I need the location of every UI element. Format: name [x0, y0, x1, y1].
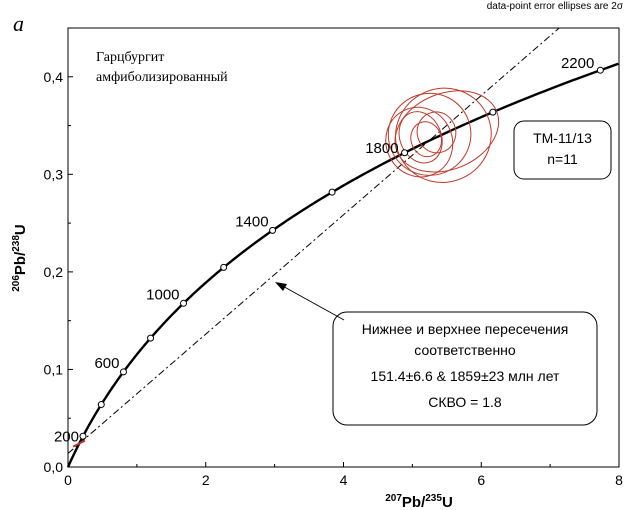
x-tick-label: 8 — [615, 472, 623, 488]
age-marker — [489, 108, 497, 116]
labels-layer: 0 2 4 6 8 0,0 0,1 0,2 0,3 0,4 200 600 1000 1400 1800 22… — [44, 55, 624, 488]
age-label: 1000 — [146, 286, 179, 303]
age-marker — [220, 263, 228, 271]
error-ellipse — [385, 106, 454, 178]
age-marker — [269, 226, 277, 234]
age-label: 600 — [94, 355, 119, 372]
error-ellipse — [387, 92, 472, 176]
result-line-1: Нижнее и верхнее пересечения — [362, 321, 569, 337]
age-markers-layer — [79, 66, 604, 440]
age-marker — [79, 432, 87, 440]
x-axis-u: U — [442, 494, 453, 510]
rock-label-line2: амфиболизированный — [96, 70, 228, 85]
result-line-2: соответственно — [414, 342, 516, 358]
error-ellipse-note: data-point error ellipses are 2σ — [487, 1, 624, 12]
discordia-line — [67, 27, 560, 454]
annotation-arrowhead — [275, 282, 287, 291]
result-line-4: СКВО = 1.8 — [428, 394, 502, 410]
x-tick-label: 0 — [64, 472, 72, 488]
error-ellipse — [398, 111, 443, 164]
y-axis-title: 206Pb/238U — [11, 224, 29, 292]
sample-count-text: n=11 — [547, 151, 578, 167]
sample-id-box — [513, 120, 612, 180]
age-marker — [147, 334, 155, 342]
panel-letter: a — [13, 11, 24, 36]
age-marker — [401, 149, 409, 157]
age-marker — [180, 299, 188, 307]
y-tick-label: 0,1 — [44, 361, 64, 377]
y-axis-u: U — [12, 224, 29, 235]
error-ellipse — [394, 90, 500, 173]
concordia-curve — [66, 62, 619, 468]
rock-label-line1: Гарцбургит — [96, 50, 164, 65]
age-marker — [596, 66, 604, 74]
error-ellipse — [394, 87, 492, 183]
age-marker — [328, 188, 336, 196]
error-ellipses-layer — [72, 87, 500, 448]
y-tick-label: 0,3 — [44, 166, 64, 182]
sample-id-text: ТМ-11/13 — [533, 130, 592, 146]
x-tick-label: 6 — [477, 472, 485, 488]
curves-layer — [66, 27, 619, 468]
error-ellipse — [416, 111, 457, 154]
age-marker — [97, 401, 105, 409]
result-box — [332, 311, 598, 426]
annotation-arrow — [278, 283, 345, 321]
x-axis-title: 207Pb/235U — [385, 493, 453, 510]
age-label: 2200 — [561, 55, 594, 72]
age-label: 200 — [54, 428, 79, 445]
y-tick-label: 0,2 — [44, 264, 64, 280]
y-axis-sup-206: 206 — [11, 275, 22, 292]
x-axis-sup-207: 207 — [385, 493, 402, 504]
error-ellipse — [410, 121, 442, 158]
x-tick-label: 4 — [340, 472, 348, 488]
result-line-3: 151.4±6.6 & 1859±23 млн лет — [371, 368, 560, 384]
age-label: 1800 — [365, 140, 398, 157]
x-axis-pb: Pb/ — [402, 494, 426, 510]
x-tick-label: 2 — [202, 472, 210, 488]
y-tick-label: 0,4 — [44, 69, 64, 85]
y-tick-label: 0,0 — [44, 459, 64, 475]
age-marker — [119, 368, 127, 376]
x-axis-sup-235: 235 — [425, 493, 442, 504]
lower-intercept-marker — [72, 439, 86, 448]
axes-layer — [67, 27, 620, 468]
y-axis-pb: Pb/ — [12, 251, 29, 275]
age-label: 1400 — [235, 213, 268, 230]
y-axis-sup-238: 238 — [11, 235, 22, 252]
